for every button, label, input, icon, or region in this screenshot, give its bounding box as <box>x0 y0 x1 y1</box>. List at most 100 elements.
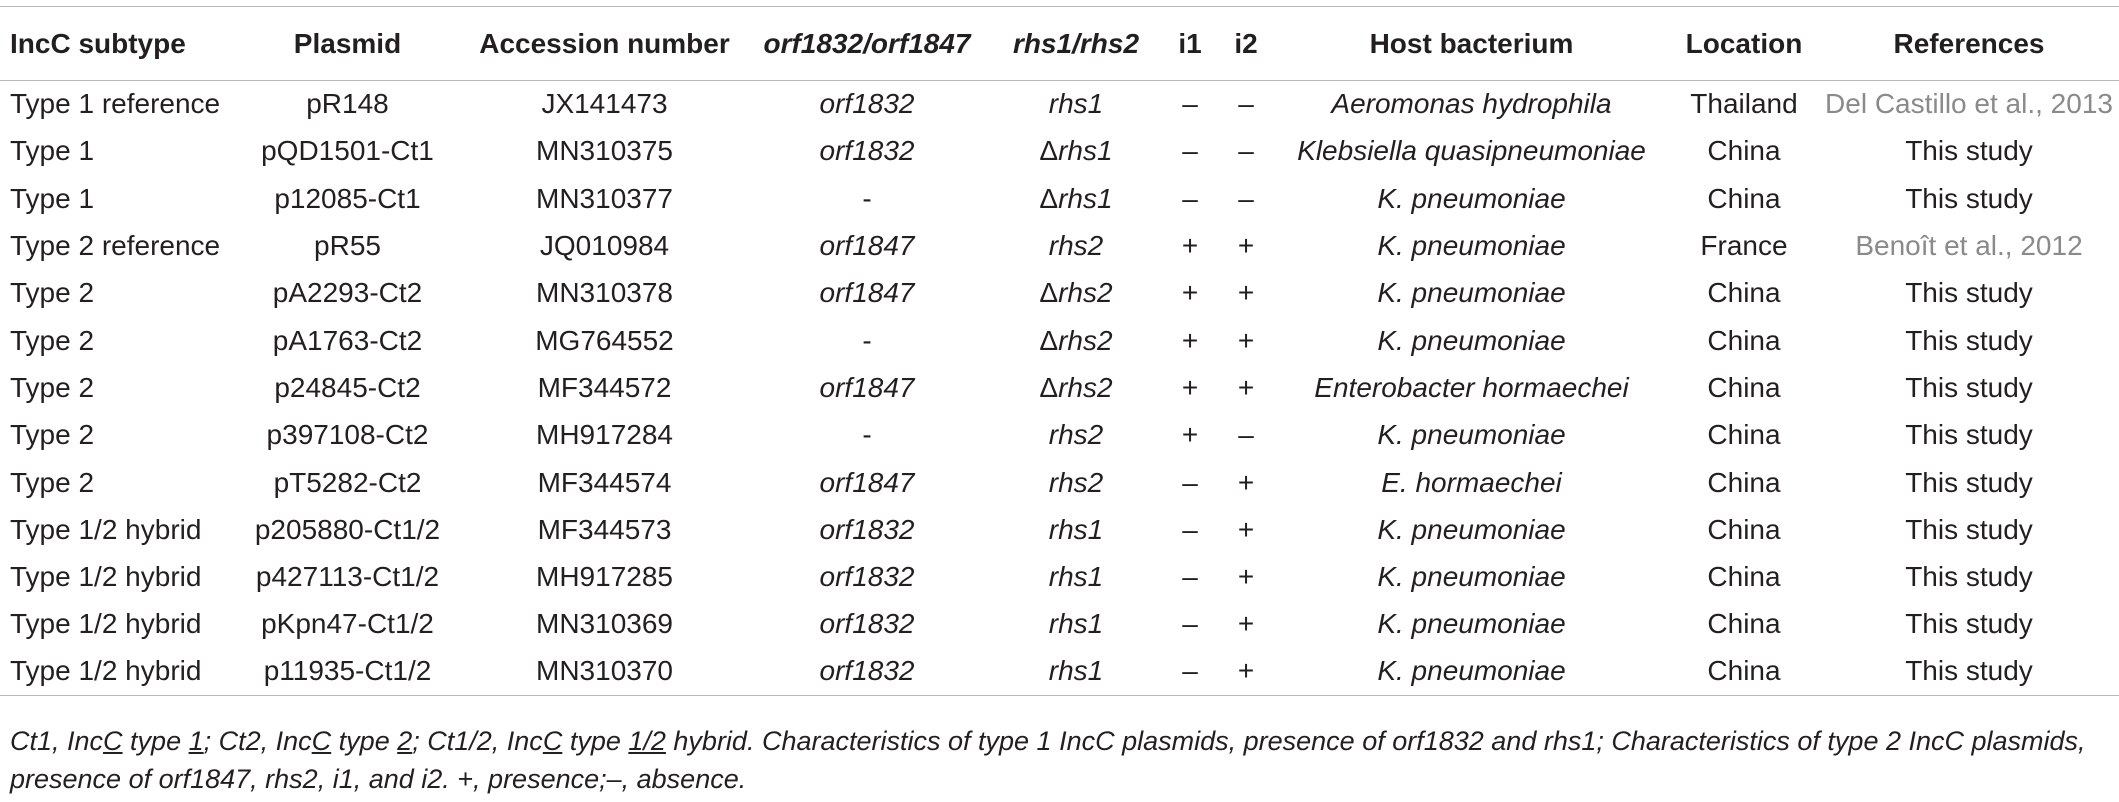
cell-accession-number: MH917285 <box>536 561 673 593</box>
cell-accession-number: MG764552 <box>535 324 674 356</box>
cell-host-bacterium: K. pneumoniae <box>1377 182 1566 214</box>
footnote-text: type <box>562 726 629 756</box>
cell-location: France <box>1700 230 1788 262</box>
cell-references: Del Castillo et al., 2013 <box>1825 88 2113 120</box>
cell-i1: – <box>1182 182 1198 214</box>
cell-i1: + <box>1181 277 1199 309</box>
footnote-text: type <box>122 726 189 756</box>
cell-incc-subtype: Type 2 <box>10 277 95 309</box>
table-row: Type 2 pA1763-Ct2 MG764552 - Δrhs2 + + K. pneum… <box>0 317 2119 364</box>
table-header: IncC subtype Plasmid Accession number or… <box>0 6 2119 81</box>
cell-host-bacterium: K. pneumoniae <box>1377 230 1566 262</box>
cell-host-bacterium: K. pneumoniae <box>1377 608 1566 640</box>
cell-host-bacterium: Enterobacter hormaechei <box>1314 371 1629 403</box>
cell-location: China <box>1707 135 1781 167</box>
cell-host-bacterium: K. pneumoniae <box>1377 561 1566 593</box>
cell-i1: – <box>1182 466 1198 498</box>
cell-references: This study <box>1905 466 2033 498</box>
cell-incc-subtype: Type 1 <box>10 182 95 214</box>
cell-plasmid: pA1763-Ct2 <box>272 324 423 356</box>
header-incc-subtype: IncC subtype <box>0 6 230 81</box>
cell-accession-number: MN310375 <box>536 135 673 167</box>
header-plasmid: Plasmid <box>230 6 465 81</box>
cell-incc-subtype: Type 1/2 hybrid <box>10 513 202 545</box>
cell-references: This study <box>1819 648 2119 696</box>
cell-incc-subtype: Type 2 <box>10 466 95 498</box>
cell-incc-subtype: Type 2 <box>10 419 95 451</box>
cell-i2: – <box>1238 419 1254 451</box>
cell-rhs: Δrhs2 <box>990 270 1162 317</box>
cell-plasmid: pR148 <box>306 88 389 120</box>
cell-location: China <box>1707 513 1781 545</box>
cell-host-bacterium: K. pneumoniae <box>1377 324 1566 356</box>
cell-rhs: Δrhs2 <box>990 317 1162 364</box>
header-rhs: rhs1/rhs2 <box>990 6 1162 81</box>
cell-orf: orf1847 <box>819 230 915 262</box>
cell-location: China <box>1707 371 1781 403</box>
cell-references: This study <box>1905 513 2033 545</box>
cell-references: This study <box>1905 135 2033 167</box>
delta-symbol: Δ <box>1039 324 1059 356</box>
cell-i2: + <box>1237 324 1255 356</box>
table-row: Type 1/2 hybrid p427113-Ct1/2 MH917285 orf1… <box>0 553 2119 600</box>
cell-orf: orf1847 <box>819 371 915 403</box>
cell-plasmid: pT5282-Ct2 <box>273 466 422 498</box>
cell-references: This study <box>1905 324 2033 356</box>
gene-name: rhs2 <box>1058 277 1113 309</box>
cell-orf: orf1832 <box>819 88 915 120</box>
cell-accession-number: MF344572 <box>537 371 672 403</box>
cell-rhs: rhs1 <box>1048 513 1104 545</box>
cell-i2: + <box>1237 608 1255 640</box>
cell-location: China <box>1707 608 1781 640</box>
cell-rhs: rhs1 <box>1048 561 1104 593</box>
cell-accession-number: MN310369 <box>536 608 673 640</box>
cell-orf: orf1832 <box>819 561 915 593</box>
cell-rhs: Δrhs2 <box>990 364 1162 411</box>
gene-name: rhs2 <box>1058 371 1113 403</box>
delta-symbol: Δ <box>1039 182 1059 214</box>
cell-rhs: rhs2 <box>1048 419 1104 451</box>
cell-orf: orf1832 <box>819 608 915 640</box>
header-accession-number: Accession number <box>465 6 744 81</box>
cell-accession-number: MN310377 <box>536 182 673 214</box>
cell-i2: + <box>1237 513 1255 545</box>
cell-host-bacterium: K. pneumoniae <box>1274 648 1669 696</box>
plasmid-table: IncC subtype Plasmid Accession number or… <box>0 6 2119 696</box>
cell-references: This study <box>1905 182 2033 214</box>
cell-orf: orf1847 <box>819 277 915 309</box>
cell-i2: + <box>1237 561 1255 593</box>
cell-rhs: Δrhs1 <box>990 128 1162 175</box>
header-row: IncC subtype Plasmid Accession number or… <box>0 6 2119 81</box>
cell-orf: orf1832 <box>744 648 990 696</box>
table-row: Type 1/2 hybrid p11935-Ct1/2 MN310370 orf18… <box>0 648 2119 696</box>
header-i2: i2 <box>1218 6 1274 81</box>
cell-i2: + <box>1237 371 1255 403</box>
delta-symbol: Δ <box>1039 135 1059 167</box>
cell-orf: - <box>862 419 872 451</box>
cell-incc-subtype: Type 1/2 hybrid <box>0 648 230 696</box>
cell-i1: + <box>1181 324 1199 356</box>
cell-accession-number: MN310370 <box>465 648 744 696</box>
cell-location: China <box>1707 324 1781 356</box>
cell-incc-subtype: Type 2 <box>10 324 95 356</box>
footnote-underline: C <box>311 726 332 756</box>
cell-i1: + <box>1181 419 1199 451</box>
delta-symbol: Δ <box>1039 277 1059 309</box>
footnote-text: type <box>331 726 398 756</box>
cell-orf: - <box>862 182 872 214</box>
cell-orf: orf1847 <box>819 466 915 498</box>
cell-accession-number: JQ010984 <box>539 230 670 262</box>
cell-references: This study <box>1905 608 2033 640</box>
cell-references: This study <box>1905 277 2033 309</box>
cell-host-bacterium: K. pneumoniae <box>1377 277 1566 309</box>
cell-location: China <box>1707 419 1781 451</box>
cell-rhs: rhs1 <box>1048 608 1104 640</box>
cell-incc-subtype: Type 1/2 hybrid <box>10 608 202 640</box>
cell-i1: – <box>1182 88 1198 120</box>
cell-orf: orf1832 <box>819 135 915 167</box>
cell-i1: – <box>1182 561 1198 593</box>
table-footnote: Ct1, IncC type 1; Ct2, IncC type 2; Ct1/… <box>10 722 2110 798</box>
cell-incc-subtype: Type 1 reference <box>10 88 221 120</box>
cell-accession-number: MN310378 <box>536 277 673 309</box>
